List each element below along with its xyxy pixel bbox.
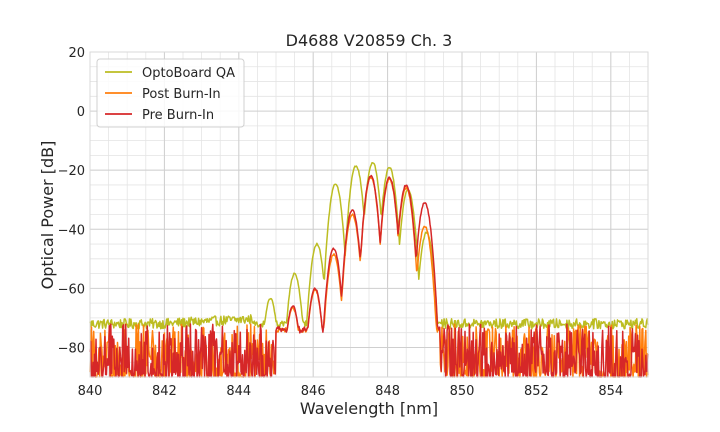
- chart-title: D4688 V20859 Ch. 3: [286, 31, 453, 50]
- legend-label: OptoBoard QA: [142, 66, 235, 81]
- series-line-0: [89, 162, 649, 330]
- y-tick-label: 0: [77, 105, 85, 120]
- x-tick-label: 854: [598, 384, 623, 399]
- x-tick-label: 848: [375, 384, 400, 399]
- tick-labels: 840 842 844 846 848 850 852 854 20 0 −20 −40 −60 −80: [58, 46, 624, 399]
- x-tick-label: 852: [524, 384, 549, 399]
- plot-frame: [89, 51, 649, 378]
- y-tick-label: −40: [58, 223, 85, 238]
- legend-box: [96, 58, 245, 128]
- y-tick-label: −80: [58, 341, 85, 356]
- x-tick-label: 846: [301, 384, 326, 399]
- y-tick-label: 20: [68, 46, 85, 61]
- y-axis-title: Optical Power [dB]: [38, 141, 57, 290]
- legend: OptoBoard QA Post Burn-In Pre Burn-In: [96, 58, 245, 128]
- x-tick-label: 844: [226, 384, 251, 399]
- x-tick-label: 850: [450, 384, 475, 399]
- legend-label: Post Burn-In: [142, 87, 221, 102]
- x-axis-title: Wavelength [nm]: [300, 399, 438, 418]
- y-tick-label: −20: [58, 164, 85, 179]
- legend-label: Pre Burn-In: [142, 108, 214, 123]
- y-tick-label: −60: [58, 282, 85, 297]
- x-tick-label: 842: [152, 384, 177, 399]
- x-tick-label: 840: [78, 384, 103, 399]
